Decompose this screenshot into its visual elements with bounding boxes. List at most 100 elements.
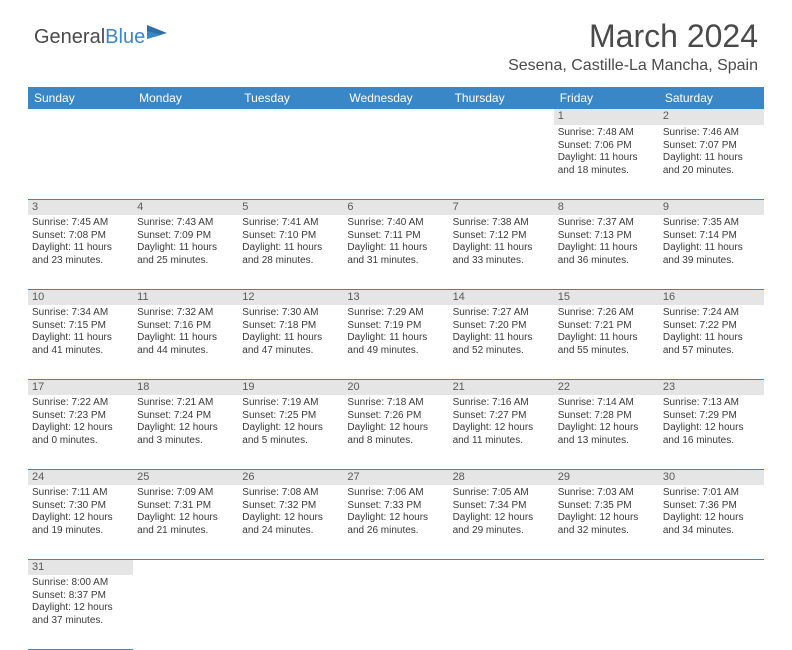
day-cell: Sunrise: 7:30 AMSunset: 7:18 PMDaylight:… bbox=[238, 305, 343, 379]
sunset-line: Sunset: 7:22 PM bbox=[663, 320, 760, 333]
day-content-row: Sunrise: 7:45 AMSunset: 7:08 PMDaylight:… bbox=[28, 215, 764, 289]
month-title: March 2024 bbox=[508, 18, 758, 55]
day-number: 13 bbox=[343, 289, 448, 305]
day-cell: Sunrise: 7:37 AMSunset: 7:13 PMDaylight:… bbox=[554, 215, 659, 289]
sunset-line: Sunset: 7:19 PM bbox=[347, 320, 444, 333]
sunrise-line: Sunrise: 7:21 AM bbox=[137, 397, 234, 410]
sunset-line: Sunset: 7:29 PM bbox=[663, 410, 760, 423]
daylight-line: Daylight: 11 hours and 39 minutes. bbox=[663, 242, 760, 267]
sunrise-line: Sunrise: 7:05 AM bbox=[453, 487, 550, 500]
daylight-line: Daylight: 11 hours and 23 minutes. bbox=[32, 242, 129, 267]
day-number bbox=[343, 559, 448, 575]
sunset-line: Sunset: 7:26 PM bbox=[347, 410, 444, 423]
day-number: 17 bbox=[28, 379, 133, 395]
daylight-line: Daylight: 12 hours and 29 minutes. bbox=[453, 512, 550, 537]
day-number: 28 bbox=[449, 469, 554, 485]
day-number: 9 bbox=[659, 199, 764, 215]
day-number: 27 bbox=[343, 469, 448, 485]
day-cell: Sunrise: 7:14 AMSunset: 7:28 PMDaylight:… bbox=[554, 395, 659, 469]
day-number: 4 bbox=[133, 199, 238, 215]
day-number-row: 12 bbox=[28, 109, 764, 125]
sunrise-line: Sunrise: 7:37 AM bbox=[558, 217, 655, 230]
sunset-line: Sunset: 7:07 PM bbox=[663, 140, 760, 153]
weekday-header: Thursday bbox=[449, 87, 554, 109]
sunset-line: Sunset: 7:30 PM bbox=[32, 500, 129, 513]
day-cell bbox=[343, 575, 448, 649]
daylight-line: Daylight: 11 hours and 31 minutes. bbox=[347, 242, 444, 267]
sunset-line: Sunset: 7:20 PM bbox=[453, 320, 550, 333]
daylight-line: Daylight: 12 hours and 32 minutes. bbox=[558, 512, 655, 537]
sunset-line: Sunset: 7:23 PM bbox=[32, 410, 129, 423]
day-number: 24 bbox=[28, 469, 133, 485]
sunrise-line: Sunrise: 8:00 AM bbox=[32, 577, 129, 590]
day-cell: Sunrise: 7:01 AMSunset: 7:36 PMDaylight:… bbox=[659, 485, 764, 559]
day-number: 23 bbox=[659, 379, 764, 395]
day-number bbox=[238, 559, 343, 575]
sunset-line: Sunset: 7:33 PM bbox=[347, 500, 444, 513]
day-number: 1 bbox=[554, 109, 659, 125]
weekday-header-row: Sunday Monday Tuesday Wednesday Thursday… bbox=[28, 87, 764, 109]
day-number-row: 3456789 bbox=[28, 199, 764, 215]
day-cell: Sunrise: 7:35 AMSunset: 7:14 PMDaylight:… bbox=[659, 215, 764, 289]
daylight-line: Daylight: 11 hours and 25 minutes. bbox=[137, 242, 234, 267]
day-number: 11 bbox=[133, 289, 238, 305]
weekday-header: Saturday bbox=[659, 87, 764, 109]
day-cell: Sunrise: 7:27 AMSunset: 7:20 PMDaylight:… bbox=[449, 305, 554, 379]
day-number: 5 bbox=[238, 199, 343, 215]
day-cell: Sunrise: 7:09 AMSunset: 7:31 PMDaylight:… bbox=[133, 485, 238, 559]
day-content-row: Sunrise: 7:11 AMSunset: 7:30 PM Daylight:… bbox=[28, 485, 764, 559]
sunrise-line: Sunrise: 7:45 AM bbox=[32, 217, 129, 230]
day-cell bbox=[554, 575, 659, 649]
day-number-row: 24252627282930 bbox=[28, 469, 764, 485]
daylight-line: Daylight: 11 hours and 41 minutes. bbox=[32, 332, 129, 357]
daylight-line: Daylight: 12 hours and 16 minutes. bbox=[663, 422, 760, 447]
daylight-line: Daylight: 11 hours and 47 minutes. bbox=[242, 332, 339, 357]
day-content-row: Sunrise: 7:34 AMSunset: 7:15 PMDaylight:… bbox=[28, 305, 764, 379]
day-cell bbox=[449, 125, 554, 199]
day-cell bbox=[449, 575, 554, 649]
day-number bbox=[133, 559, 238, 575]
sunrise-line: Sunrise: 7:46 AM bbox=[663, 127, 760, 140]
day-cell: Sunrise: 7:21 AMSunset: 7:24 PMDaylight:… bbox=[133, 395, 238, 469]
title-block: March 2024 Sesena, Castille-La Mancha, S… bbox=[508, 18, 758, 75]
daylight-line: Daylight: 12 hours and 34 minutes. bbox=[663, 512, 760, 537]
sunrise-line: Sunrise: 7:09 AM bbox=[137, 487, 234, 500]
day-cell: Sunrise: 7:08 AMSunset: 7:32 PMDaylight:… bbox=[238, 485, 343, 559]
sunset-line: Sunset: 7:31 PM bbox=[137, 500, 234, 513]
daylight-line: Daylight: 12 hours and 5 minutes. bbox=[242, 422, 339, 447]
daylight-line: Daylight: 11 hours and 44 minutes. bbox=[137, 332, 234, 357]
day-number: 25 bbox=[133, 469, 238, 485]
day-cell bbox=[133, 575, 238, 649]
daylight-line: Daylight: 11 hours and 36 minutes. bbox=[558, 242, 655, 267]
day-cell bbox=[659, 575, 764, 649]
daylight-line: Daylight: 12 hours and 26 minutes. bbox=[347, 512, 444, 537]
sunset-line: Sunset: 7:14 PM bbox=[663, 230, 760, 243]
sunset-line: Sunset: 7:34 PM bbox=[453, 500, 550, 513]
sunset-line: Sunset: 7:08 PM bbox=[32, 230, 129, 243]
day-number: 19 bbox=[238, 379, 343, 395]
day-cell: Sunrise: 7:24 AMSunset: 7:22 PMDaylight:… bbox=[659, 305, 764, 379]
sunrise-line: Sunrise: 7:34 AM bbox=[32, 307, 129, 320]
day-number: 16 bbox=[659, 289, 764, 305]
day-number: 15 bbox=[554, 289, 659, 305]
day-number bbox=[449, 109, 554, 125]
sunrise-line: Sunrise: 7:30 AM bbox=[242, 307, 339, 320]
day-cell: Sunrise: 7:11 AMSunset: 7:30 PMDaylight:… bbox=[28, 485, 133, 559]
daylight-line: Daylight: 12 hours and 37 minutes. bbox=[32, 602, 129, 627]
header: GeneralBlue March 2024 Sesena, Castille-… bbox=[0, 0, 792, 81]
day-cell: Sunrise: 7:29 AMSunset: 7:19 PMDaylight:… bbox=[343, 305, 448, 379]
day-cell bbox=[28, 125, 133, 199]
day-cell: Sunrise: 8:00 AMSunset: 8:37 PMDaylight:… bbox=[28, 575, 133, 649]
day-number-row: 17181920212223 bbox=[28, 379, 764, 395]
sunset-line: Sunset: 7:36 PM bbox=[663, 500, 760, 513]
sunrise-line: Sunrise: 7:11 AM bbox=[32, 487, 129, 500]
day-cell: Sunrise: 7:18 AMSunset: 7:26 PMDaylight:… bbox=[343, 395, 448, 469]
day-cell: Sunrise: 7:03 AMSunset: 7:35 PMDaylight:… bbox=[554, 485, 659, 559]
daylight-line: Daylight: 11 hours and 52 minutes. bbox=[453, 332, 550, 357]
weekday-header: Wednesday bbox=[343, 87, 448, 109]
day-content-row: Sunrise: 8:00 AMSunset: 8:37 PMDaylight:… bbox=[28, 575, 764, 649]
day-number: 21 bbox=[449, 379, 554, 395]
sunrise-line: Sunrise: 7:13 AM bbox=[663, 397, 760, 410]
day-cell: Sunrise: 7:41 AMSunset: 7:10 PMDaylight:… bbox=[238, 215, 343, 289]
day-cell: Sunrise: 7:38 AMSunset: 7:12 PMDaylight:… bbox=[449, 215, 554, 289]
